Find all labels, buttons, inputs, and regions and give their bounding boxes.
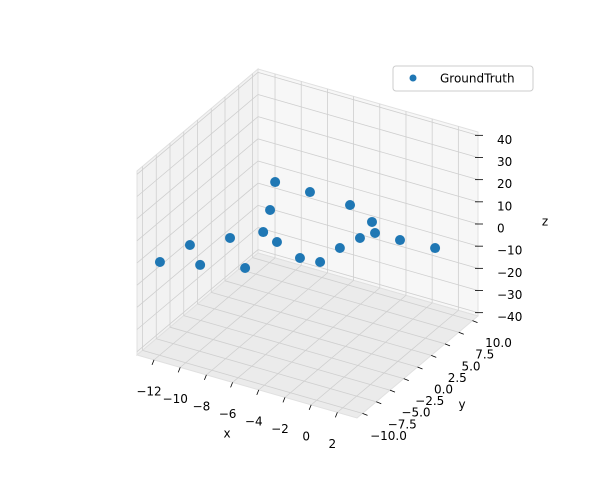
point <box>354 233 365 244</box>
point <box>270 177 281 188</box>
legend-marker <box>409 74 417 82</box>
point <box>315 257 326 268</box>
z-tick-label: 0 <box>497 222 505 236</box>
grid-line <box>169 326 391 391</box>
grid-line <box>183 315 404 379</box>
z-tick-label: −20 <box>497 266 522 280</box>
tick-mark <box>230 382 233 388</box>
z-tick-label: −30 <box>497 288 522 302</box>
grid-line <box>224 280 446 345</box>
z-tick-label: 10 <box>497 199 512 213</box>
legend-box <box>392 65 534 92</box>
tick-mark <box>308 404 312 411</box>
grid-line <box>136 116 259 219</box>
tick-mark <box>458 331 464 335</box>
grid-line <box>257 249 479 314</box>
tick-mark <box>472 320 478 324</box>
z-tick-label: 40 <box>497 133 512 147</box>
grid-line <box>136 249 259 352</box>
point <box>225 232 236 243</box>
grid-line <box>136 205 259 308</box>
grid-line <box>252 257 473 322</box>
z-tick-label: −40 <box>497 310 522 324</box>
point <box>195 259 206 270</box>
grid-line <box>136 138 259 242</box>
grid-line <box>257 204 479 269</box>
tick-mark <box>389 389 396 393</box>
y-tick-label: 7.5 <box>475 348 494 362</box>
tick-mark <box>362 412 368 416</box>
grid-line <box>136 160 259 264</box>
point <box>304 187 315 198</box>
tick-mark <box>151 359 155 366</box>
point <box>395 235 406 246</box>
x-tick-label: −2 <box>271 422 289 436</box>
y-tick-label: 2.5 <box>448 371 467 385</box>
grid-line <box>197 303 418 368</box>
data-points <box>154 177 441 273</box>
grid-line <box>136 72 259 175</box>
grid <box>136 71 483 418</box>
point <box>154 256 165 267</box>
point <box>334 242 345 253</box>
tick-mark <box>177 367 181 373</box>
point <box>240 262 251 273</box>
y-tick-label: −7.5 <box>388 417 417 431</box>
grid-line <box>238 268 459 333</box>
tick-mark <box>334 412 338 418</box>
point <box>345 199 356 210</box>
z-axis-label: z <box>542 215 548 229</box>
x-axis-label: x <box>223 427 230 441</box>
y-tick-label: 0.0 <box>434 383 453 397</box>
grid-line <box>257 227 479 291</box>
grid-line <box>257 138 479 203</box>
point <box>430 243 441 254</box>
grid-line <box>136 94 259 197</box>
legend: GroundTruth <box>392 65 534 92</box>
grid-line <box>257 71 479 136</box>
grid-line <box>142 349 363 414</box>
tick-mark <box>444 343 451 347</box>
point <box>294 252 305 263</box>
y-tick-label: 10.0 <box>485 336 512 350</box>
z-tick-label: −10 <box>497 244 522 258</box>
z-tick-label: 20 <box>497 177 512 191</box>
x-tick-label: 2 <box>329 437 337 451</box>
y-tick-label: −2.5 <box>415 394 444 408</box>
point <box>271 237 282 248</box>
grid-line <box>136 227 259 330</box>
tick-mark <box>431 355 437 358</box>
tick-mark <box>204 374 207 381</box>
y-axis-label: y <box>458 398 465 412</box>
point <box>258 227 269 238</box>
grid-line <box>257 116 479 181</box>
tick-mark <box>417 366 423 370</box>
point <box>370 228 381 239</box>
x-tick-label: −10 <box>163 392 188 406</box>
legend-label: GroundTruth <box>440 72 515 86</box>
x-tick-label: −12 <box>136 384 161 398</box>
tick-mark <box>256 389 260 396</box>
grid-line <box>156 338 377 403</box>
point <box>184 239 195 250</box>
point <box>265 204 276 215</box>
grid-line <box>257 160 479 225</box>
y-tick-label: −5.0 <box>401 406 430 420</box>
tick-mark <box>282 397 286 403</box>
grid-line <box>257 182 479 247</box>
y-tick-label: 5.0 <box>461 359 480 373</box>
tick-mark <box>403 378 409 381</box>
x-tick-label: −8 <box>193 399 211 413</box>
x-tick-label: −4 <box>245 414 263 428</box>
grid-line <box>211 292 432 356</box>
x-tick-label: 0 <box>302 429 310 443</box>
z-tick-label: 30 <box>497 155 512 169</box>
point <box>366 216 377 227</box>
grid-line <box>257 94 479 158</box>
y-tick-label: −10.0 <box>370 429 407 443</box>
tick-mark <box>376 401 382 405</box>
x-tick-label: −6 <box>219 407 237 421</box>
grid-line <box>136 182 259 286</box>
